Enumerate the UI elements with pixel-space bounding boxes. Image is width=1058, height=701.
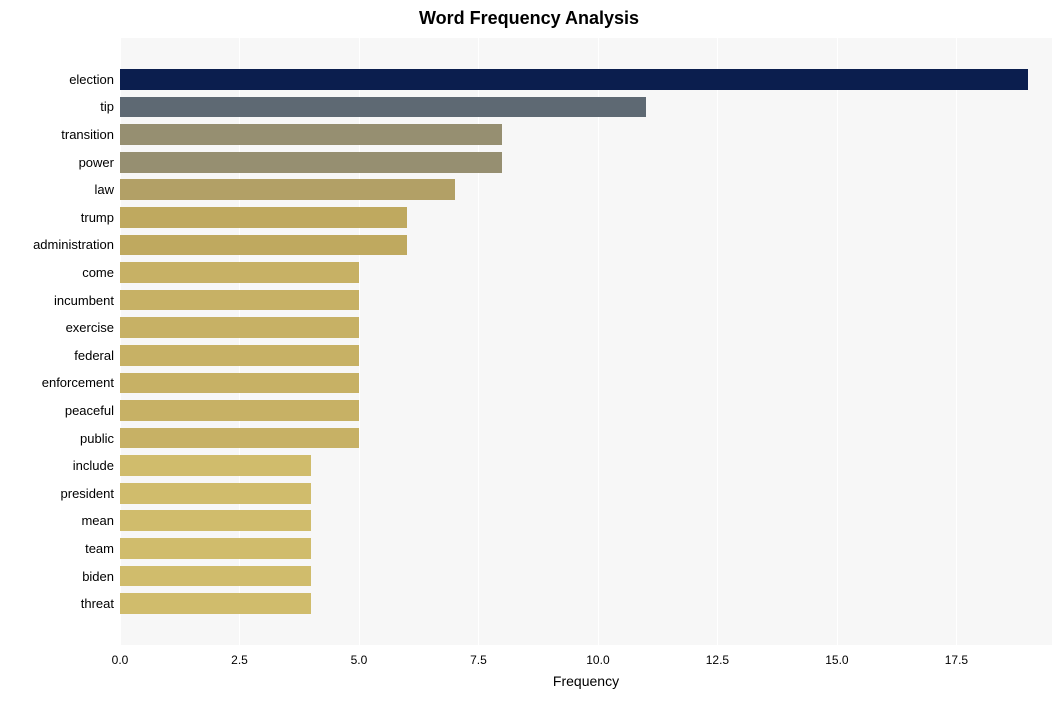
bar xyxy=(120,483,311,504)
bar xyxy=(120,152,502,173)
y-tick-label: trump xyxy=(81,210,114,225)
y-tick-label: incumbent xyxy=(54,293,114,308)
gridline xyxy=(598,38,599,645)
y-tick-label: transition xyxy=(61,127,114,142)
bar xyxy=(120,124,502,145)
chart-container: Word Frequency Analysis election tip trans… xyxy=(0,0,1058,701)
bar xyxy=(120,179,455,200)
y-tick-label: public xyxy=(80,431,114,446)
bar xyxy=(120,97,646,118)
x-tick-label: 17.5 xyxy=(945,653,968,667)
bar xyxy=(120,566,311,587)
x-tick-label: 7.5 xyxy=(470,653,487,667)
x-tick-label: 10.0 xyxy=(586,653,609,667)
x-tick-label: 12.5 xyxy=(706,653,729,667)
bar xyxy=(120,510,311,531)
y-tick-label: law xyxy=(94,182,114,197)
x-tick-label: 5.0 xyxy=(351,653,368,667)
chart-title: Word Frequency Analysis xyxy=(0,8,1058,29)
y-tick-label: exercise xyxy=(66,320,114,335)
bar xyxy=(120,373,359,394)
y-tick-label: team xyxy=(85,541,114,556)
bar xyxy=(120,290,359,311)
bar xyxy=(120,69,1028,90)
y-tick-label: biden xyxy=(82,569,114,584)
x-axis-title: Frequency xyxy=(120,673,1052,689)
bar xyxy=(120,538,311,559)
y-tick-label: enforcement xyxy=(42,375,114,390)
x-tick-label: 0.0 xyxy=(112,653,129,667)
y-tick-label: administration xyxy=(33,237,114,252)
y-tick-label: mean xyxy=(81,513,114,528)
x-tick-label: 2.5 xyxy=(231,653,248,667)
gridline xyxy=(837,38,838,645)
bar xyxy=(120,428,359,449)
bar xyxy=(120,345,359,366)
bar xyxy=(120,235,407,256)
y-tick-label: come xyxy=(82,265,114,280)
plot-area xyxy=(120,38,1052,645)
bar xyxy=(120,593,311,614)
bar xyxy=(120,317,359,338)
bar xyxy=(120,207,407,228)
y-tick-label: president xyxy=(61,486,114,501)
y-tick-label: tip xyxy=(100,99,114,114)
y-tick-label: include xyxy=(73,458,114,473)
gridline xyxy=(717,38,718,645)
y-tick-label: federal xyxy=(74,348,114,363)
y-tick-label: threat xyxy=(81,596,114,611)
x-tick-label: 15.0 xyxy=(825,653,848,667)
y-tick-label: power xyxy=(79,155,114,170)
gridline xyxy=(956,38,957,645)
bar xyxy=(120,455,311,476)
y-tick-label: election xyxy=(69,72,114,87)
bar xyxy=(120,262,359,283)
bar xyxy=(120,400,359,421)
y-tick-label: peaceful xyxy=(65,403,114,418)
